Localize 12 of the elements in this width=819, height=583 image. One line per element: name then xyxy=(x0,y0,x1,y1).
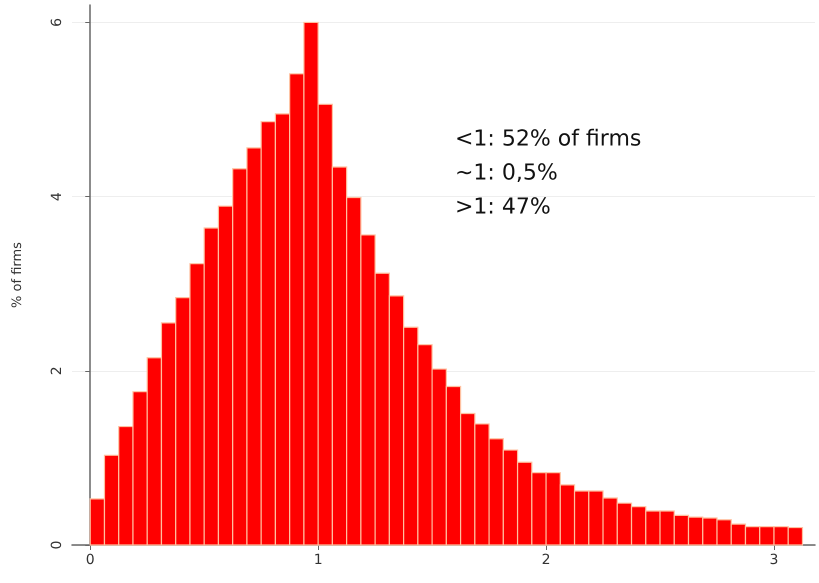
x-tick-label: 0 xyxy=(86,552,95,568)
y-tick-label: 0 xyxy=(49,540,65,550)
y-tick-label: 4 xyxy=(49,192,65,202)
y-axis-title: % of firms xyxy=(10,242,25,308)
annotation: ~1: 0,5% xyxy=(455,160,558,186)
annotation: >1: 47% xyxy=(455,194,551,220)
x-tick-label: 1 xyxy=(314,552,323,568)
x-tick-label: 2 xyxy=(542,552,551,568)
y-tick-label: 2 xyxy=(49,366,65,376)
y-tick-label: 6 xyxy=(49,18,65,27)
annotation: <1: 52% of firms xyxy=(455,126,642,152)
x-tick-label: 3 xyxy=(770,552,778,568)
